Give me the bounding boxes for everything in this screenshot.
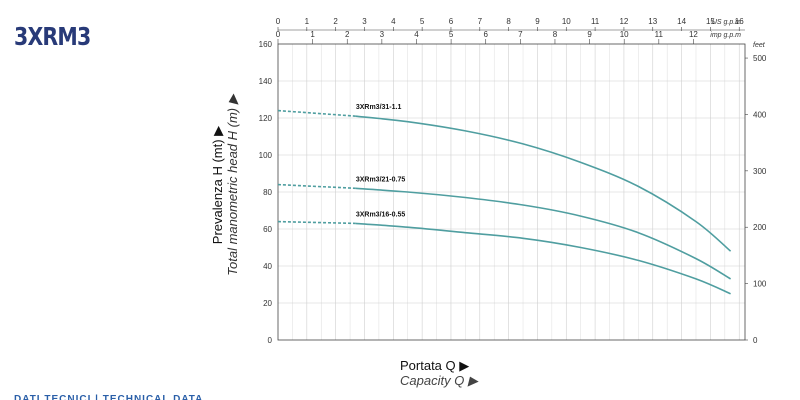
imp-gpm-tick-label: 2 xyxy=(345,30,350,39)
series-line-1 xyxy=(355,115,732,252)
us-gpm-tick-label: 11 xyxy=(591,17,600,26)
y-tick-label: 140 xyxy=(259,77,273,86)
y-axis-label-sub: Total manometric head H (m) ▶ xyxy=(225,94,240,276)
feet-tick-label: 100 xyxy=(753,280,767,289)
us-gpm-unit-label: US g.p.m xyxy=(712,19,741,26)
feet-tick-label: 300 xyxy=(753,167,767,176)
feet-tick-label: 0 xyxy=(753,336,758,345)
y-axis-label-main: Prevalenza H (mt) ▶ xyxy=(210,125,225,245)
us-gpm-tick-label: 9 xyxy=(535,17,540,26)
us-gpm-tick-label: 15 xyxy=(706,17,715,26)
y-tick-label: 80 xyxy=(263,188,272,197)
series-line-dashed-2 xyxy=(277,183,356,190)
y-tick-label: 0 xyxy=(268,336,273,345)
series-label-3: 3XRm3/16-0.55 xyxy=(356,211,406,218)
imp-gpm-tick-label: 0 xyxy=(276,30,281,39)
series-labels: 3XRm3/31-1.1 3XRm3/21-0.75 3XRm3/16-0.55 xyxy=(356,104,406,218)
imp-gpm-tick-label: 7 xyxy=(518,30,523,39)
imp-gpm-unit-label: imp g.p.m xyxy=(710,32,741,39)
y-tick-label: 160 xyxy=(259,40,273,49)
plot-frame xyxy=(277,43,746,341)
x-axis-label-main: Portata Q ▶ xyxy=(400,358,470,373)
us-gpm-tick-label: 8 xyxy=(506,17,511,26)
series-line-dashed-1 xyxy=(277,109,356,117)
series-label-1: 3XRm3/31-1.1 xyxy=(356,104,402,111)
imp-gpm-tick-label: 6 xyxy=(483,30,488,39)
us-gpm-tick-label: 2 xyxy=(333,17,338,26)
us-gpm-tick-label: 14 xyxy=(677,17,686,26)
us-gpm-tick-label: 3 xyxy=(362,17,367,26)
imp-gpm-tick-label: 10 xyxy=(620,30,629,39)
imp-gpm-tick-label: 1 xyxy=(310,30,315,39)
imp-gpm-tick-label: 12 xyxy=(689,30,698,39)
y-tick-label: 20 xyxy=(263,299,272,308)
us-gpm-tick-label: 6 xyxy=(449,17,454,26)
us-gpm-tick-label: 5 xyxy=(420,17,425,26)
series-line-3 xyxy=(355,222,731,295)
imp-gpm-tick-label: 3 xyxy=(380,30,385,39)
feet-tick-label: 500 xyxy=(753,54,767,63)
feet-unit-label: feet xyxy=(753,42,766,49)
y-axis-label: Prevalenza H (mt) ▶ Total manometric hea… xyxy=(210,94,240,275)
y-tick-label: 40 xyxy=(263,262,272,271)
section-heading-strip: DATI TECNICI | TECHNICAL DATA xyxy=(14,394,204,400)
us-gpm-tick-label: 1 xyxy=(305,17,310,26)
y-tick-label: 120 xyxy=(259,114,273,123)
feet-tick-label: 200 xyxy=(753,223,767,232)
feet-tick-label: 400 xyxy=(753,110,767,119)
us-gpm-tick-label: 0 xyxy=(276,17,281,26)
imp-gpm-tick-label: 5 xyxy=(449,30,454,39)
imp-gpm-tick-label: 8 xyxy=(553,30,558,39)
y-tick-label: 100 xyxy=(259,151,273,160)
imp-gpm-tick-label: 4 xyxy=(414,30,419,39)
us-gpm-tick-label: 13 xyxy=(648,17,657,26)
imp-gpm-tick-label: 11 xyxy=(655,30,664,39)
series-lines xyxy=(277,109,732,295)
us-gpm-tick-label: 10 xyxy=(562,17,571,26)
us-gpm-tick-label: 4 xyxy=(391,17,396,26)
series-line-2 xyxy=(355,187,731,280)
us-gpm-tick-label: 7 xyxy=(478,17,483,26)
us-gpm-tick-label: 16 xyxy=(735,17,744,26)
series-line-dashed-3 xyxy=(277,220,356,225)
series-label-2: 3XRm3/21-0.75 xyxy=(356,176,406,183)
axes: 0204060801001201401600100200300400500fee… xyxy=(259,17,767,345)
y-axis-label-wrap: Prevalenza H (mt) ▶ Total manometric hea… xyxy=(200,60,250,310)
model-title: 3XRM3 xyxy=(14,22,91,51)
us-gpm-tick-label: 12 xyxy=(619,17,628,26)
y-tick-label: 60 xyxy=(263,225,272,234)
x-axis-label-sub: Capacity Q ▶ xyxy=(400,373,478,388)
x-axis-label: Portata Q ▶ Capacity Q ▶ xyxy=(400,358,600,388)
imp-gpm-tick-label: 9 xyxy=(587,30,592,39)
grid-lines xyxy=(278,44,745,340)
